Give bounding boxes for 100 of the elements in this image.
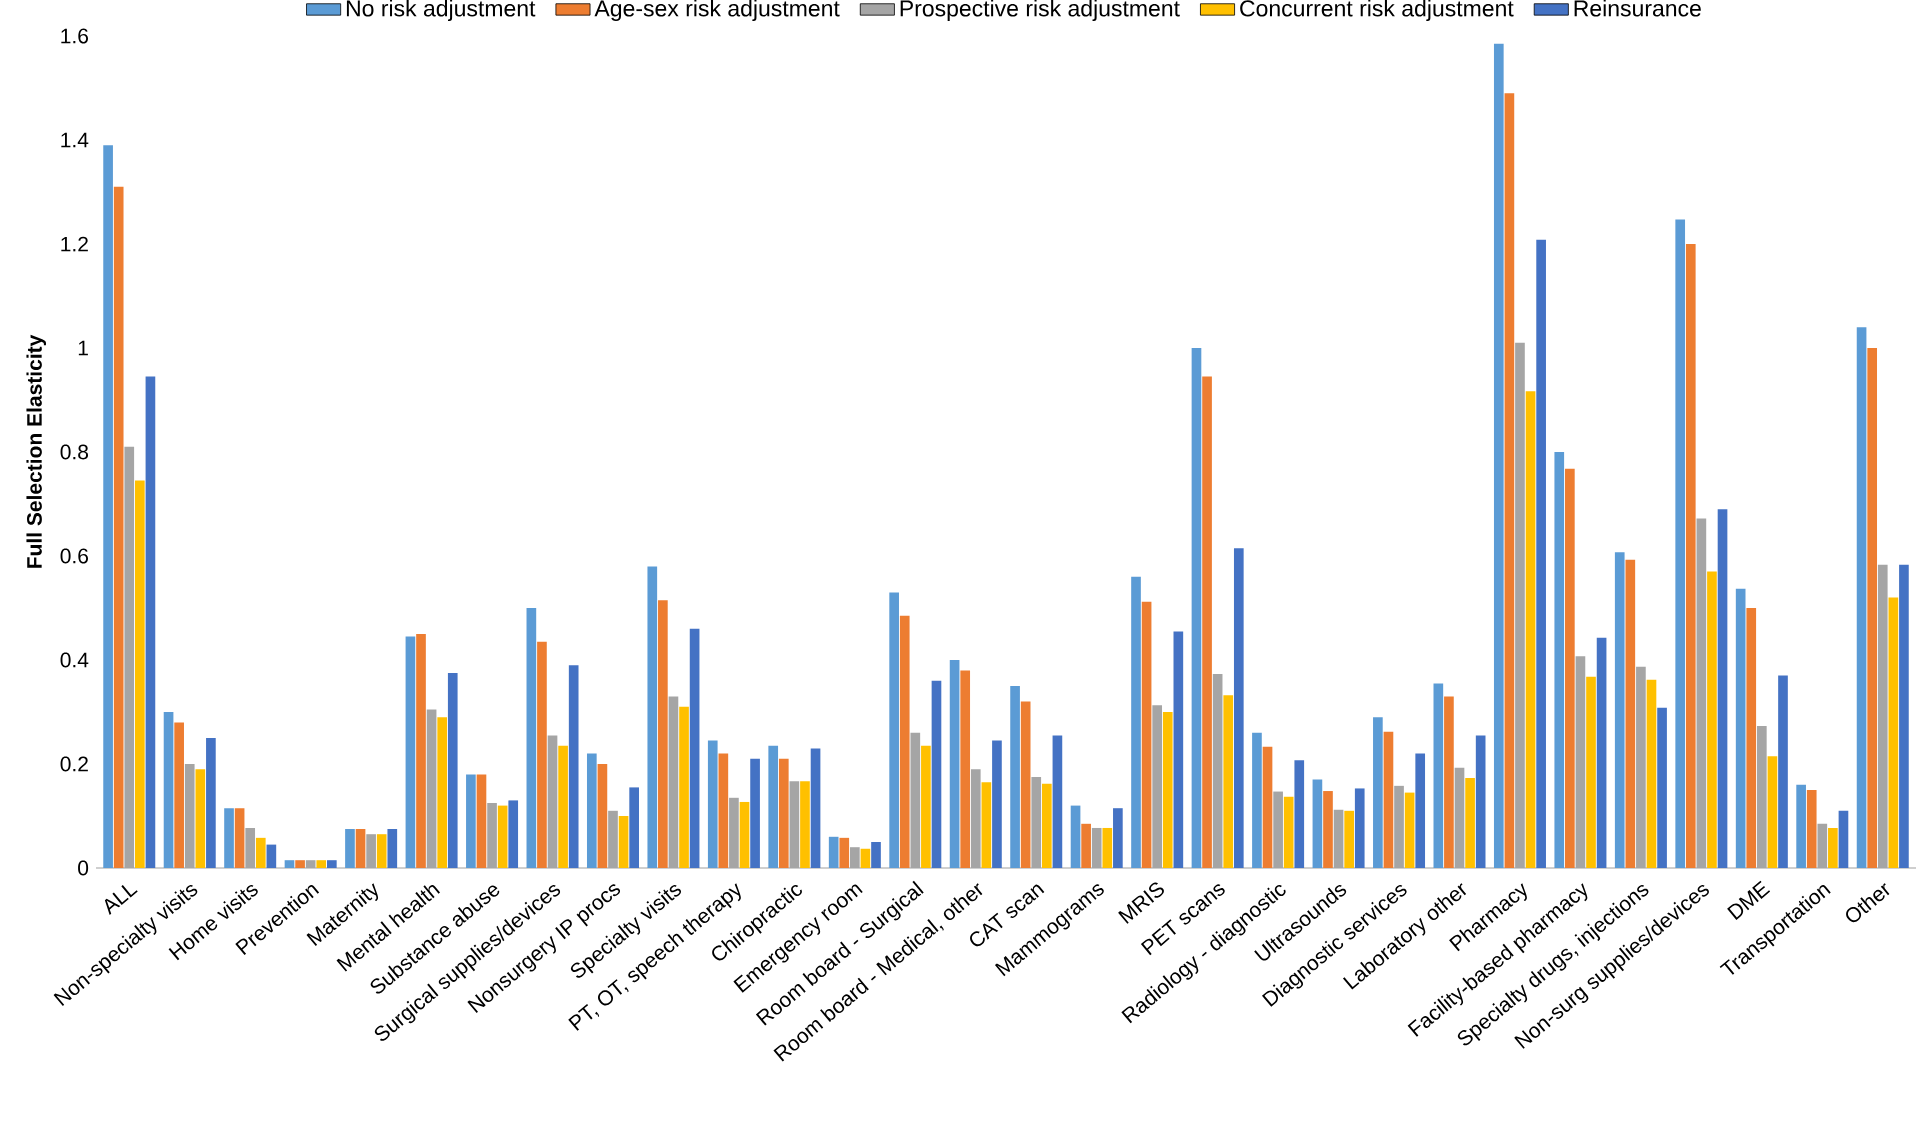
- bar: [1233, 548, 1244, 868]
- bar: [750, 758, 760, 868]
- bar: [1323, 791, 1333, 868]
- bar: [1052, 735, 1063, 868]
- bar: [113, 186, 124, 868]
- bar: [1333, 809, 1344, 868]
- bar: [647, 566, 658, 868]
- bar: [608, 810, 618, 868]
- bar: [1202, 376, 1212, 868]
- bar: [668, 696, 679, 868]
- bar: [1041, 783, 1052, 868]
- bar: [1475, 735, 1486, 868]
- bar: [1162, 712, 1173, 868]
- bar: [1141, 601, 1152, 868]
- bar: [1596, 637, 1607, 868]
- legend-label: Prospective risk adjustment: [900, 0, 1180, 22]
- legend-label: Concurrent risk adjustment: [1240, 0, 1514, 22]
- bar: [1373, 717, 1383, 868]
- bar: [184, 764, 195, 868]
- bar: [1636, 666, 1646, 868]
- bar: [1433, 683, 1444, 868]
- bar: [1735, 588, 1746, 868]
- bar: [889, 592, 899, 868]
- bar: [629, 787, 639, 868]
- y-axis-title: Full Selection Elasticity: [26, 334, 47, 568]
- y-tick-label: 0: [78, 860, 89, 876]
- y-tick-label: 0.2: [60, 756, 88, 772]
- bar: [1646, 679, 1657, 868]
- bar: [1756, 726, 1767, 868]
- bar: [1344, 810, 1354, 868]
- bar: [778, 758, 789, 868]
- bar: [1717, 509, 1728, 868]
- bar: [1081, 823, 1091, 868]
- bar: [1415, 753, 1426, 868]
- bar: [729, 797, 739, 868]
- bar: [476, 774, 487, 868]
- bar: [1404, 792, 1415, 868]
- bar: [899, 615, 910, 868]
- bar: [850, 847, 860, 868]
- bar: [1383, 731, 1394, 868]
- bar: [739, 801, 750, 868]
- bar: [1394, 785, 1404, 868]
- bar: [1515, 342, 1525, 868]
- bar: [768, 745, 779, 868]
- bar: [316, 860, 327, 868]
- bar: [679, 706, 689, 868]
- bar: [800, 781, 810, 868]
- bar: [366, 834, 376, 868]
- bar: [487, 803, 497, 868]
- bar: [1575, 656, 1586, 868]
- bar: [871, 842, 881, 868]
- bar: [1707, 571, 1717, 868]
- x-tick-label: ALL: [104, 885, 138, 915]
- bar: [1746, 608, 1757, 868]
- bar: [1493, 43, 1504, 868]
- bar: [135, 480, 145, 868]
- bar: [1554, 452, 1565, 868]
- bar: [1131, 576, 1141, 868]
- bar: [547, 735, 558, 868]
- bar: [163, 712, 174, 868]
- bar: [689, 628, 700, 868]
- bar: [970, 769, 981, 868]
- y-tick-label: 0.6: [60, 548, 89, 564]
- bar: [1173, 631, 1184, 868]
- bar: [1888, 597, 1899, 868]
- bar: [305, 860, 316, 868]
- bar: [960, 670, 971, 868]
- bar: [387, 829, 398, 868]
- bar: [1877, 564, 1888, 868]
- bar: [1191, 348, 1202, 868]
- bar: [437, 717, 448, 868]
- bar: [295, 860, 305, 868]
- bar: [921, 745, 931, 868]
- bar: [1454, 767, 1465, 868]
- bar: [526, 608, 537, 868]
- bar: [558, 745, 568, 868]
- bar: [174, 722, 184, 868]
- bar: [981, 782, 992, 868]
- bar: [405, 636, 416, 868]
- bar: [810, 748, 821, 868]
- bar: [245, 827, 256, 868]
- bar: [497, 805, 508, 868]
- bar: [1252, 732, 1262, 868]
- bar: [1212, 674, 1223, 868]
- bar: [718, 753, 729, 868]
- bar: [1696, 518, 1707, 868]
- bar: [1465, 778, 1475, 868]
- y-tick-label: 1.2: [61, 236, 88, 252]
- bar: [508, 800, 519, 868]
- bar: [1273, 791, 1283, 868]
- bar: [1565, 468, 1575, 868]
- bar: [1828, 827, 1838, 868]
- bar: [931, 680, 942, 868]
- bar: [1796, 784, 1806, 868]
- bar: [1867, 348, 1878, 868]
- y-tick-label: 1: [78, 340, 88, 356]
- bar: [1070, 805, 1081, 868]
- legend-label: Reinsurance: [1574, 0, 1701, 17]
- bar: [426, 709, 437, 868]
- bar: [1838, 810, 1849, 868]
